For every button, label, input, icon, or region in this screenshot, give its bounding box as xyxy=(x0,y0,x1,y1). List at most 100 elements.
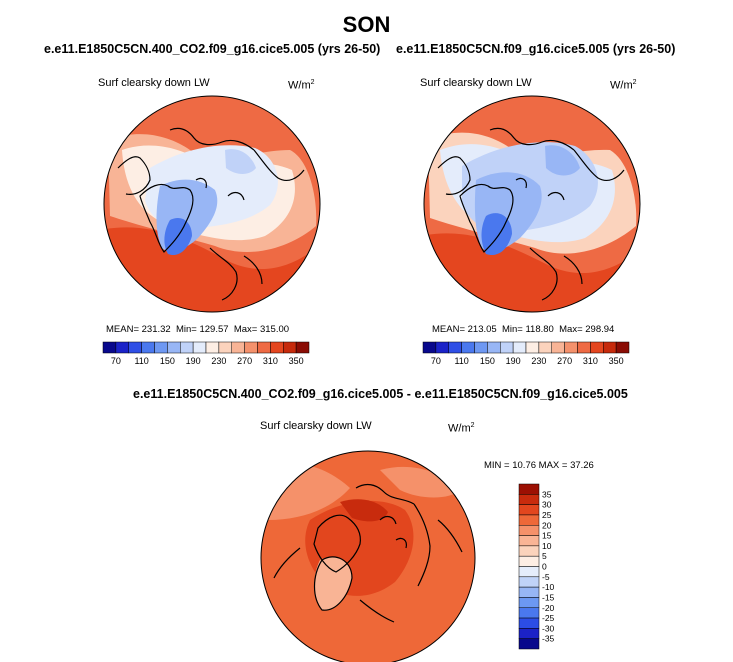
colorbar3-swatch-8 xyxy=(518,566,540,578)
colorbar2-tick-label-0: 70 xyxy=(431,356,441,366)
colorbar2-swatch-5 xyxy=(487,341,501,354)
map2-field-siberia xyxy=(545,145,580,176)
colorbar1-tick-label-5: 270 xyxy=(237,356,252,366)
map3 xyxy=(260,450,476,662)
panel2-title: e.e11.E1850C5CN.f09_g16.cice5.005 (yrs 2… xyxy=(396,42,676,56)
panel3-variable-label: Surf clearsky down LW xyxy=(260,420,372,432)
colorbar3-swatch-2 xyxy=(518,504,540,516)
colorbar-panel2: 70 110 150 190 230 270 310 350 xyxy=(422,341,630,366)
colorbar3-swatch-0 xyxy=(518,483,540,495)
colorbar2-tick-label-6: 310 xyxy=(583,356,598,366)
colorbar3-tick-label-5: 10 xyxy=(542,541,552,551)
colorbar3-tick-label-9: -10 xyxy=(542,582,555,592)
colorbar3-swatch-1 xyxy=(518,494,540,505)
panel3-units-label: W/m2 xyxy=(448,422,475,435)
map2-field-south xyxy=(424,233,640,312)
map2-field-greenland xyxy=(481,213,512,256)
colorbar1-swatch-4 xyxy=(154,341,168,354)
panel2-max: Max= 298.94 xyxy=(559,324,615,335)
colorbar3-tick-label-4: 15 xyxy=(542,531,552,541)
colorbar2-swatch-3 xyxy=(461,341,475,354)
colorbar1-swatch-12 xyxy=(257,341,271,354)
colorbar1-swatch-15 xyxy=(295,341,310,354)
colorbar3-tick-label-7: 0 xyxy=(542,562,547,572)
map2 xyxy=(423,95,641,313)
colorbar2-tick-label-1: 110 xyxy=(454,356,468,366)
colorbar2-swatch-4 xyxy=(474,341,488,354)
panel2-min: Min= 118.80 xyxy=(501,324,554,335)
colorbar1-swatch-2 xyxy=(128,341,142,354)
colorbar2-swatch-2 xyxy=(448,341,462,354)
colorbar3-swatch-15 xyxy=(518,638,540,650)
colorbar3-swatch-12 xyxy=(518,607,540,619)
colorbar1-tick-label-3: 190 xyxy=(186,356,201,366)
colorbar2-swatch-10 xyxy=(551,341,565,354)
colorbar2-swatch-7 xyxy=(512,341,527,354)
map1 xyxy=(103,95,321,313)
colorbar2-swatch-12 xyxy=(577,341,591,354)
colorbar1-swatch-13 xyxy=(270,341,284,354)
colorbar3-swatch-3 xyxy=(518,514,540,526)
colorbar3-tick-label-0: 35 xyxy=(542,489,552,499)
colorbar1-swatch-0 xyxy=(102,341,117,354)
colorbar3-swatch-14 xyxy=(518,628,540,639)
colorbar3-tick-label-8: -5 xyxy=(542,572,550,582)
panel1-mean: MEAN= 231.32 xyxy=(106,324,171,335)
colorbar2-swatch-8 xyxy=(525,341,540,354)
map3-field-greenland xyxy=(314,556,352,611)
colorbar3-tick-label-10: -15 xyxy=(542,592,555,602)
panel1-max: Max= 315.00 xyxy=(233,324,290,335)
map2-frame xyxy=(423,95,641,313)
colorbar3-tick-label-2: 25 xyxy=(542,510,552,520)
colorbar1-tick-label-4: 230 xyxy=(211,356,226,366)
colorbar2-swatch-14 xyxy=(603,341,617,354)
colorbar3-swatch-13 xyxy=(518,617,540,629)
colorbar3-tick-label-6: 5 xyxy=(542,551,547,561)
map2-coastlines xyxy=(437,127,625,301)
colorbar-panel1: 70 110 150 190 230 270 310 350 xyxy=(102,341,310,366)
colorbar3-swatch-7 xyxy=(518,555,540,567)
colorbar1-swatch-6 xyxy=(180,341,194,354)
colorbar3-swatch-11 xyxy=(518,597,540,608)
colorbar2-swatch-1 xyxy=(435,341,449,354)
colorbar3-tick-label-13: -30 xyxy=(542,623,555,633)
colorbar3-tick-label-14: -35 xyxy=(542,634,555,644)
colorbar1-swatch-3 xyxy=(141,341,155,354)
colorbar2-tick-label-2: 150 xyxy=(480,356,495,366)
colorbar1-swatch-14 xyxy=(283,341,297,354)
panel3-title: e.e11.E1850C5CN.400_CO2.f09_g16.cice5.00… xyxy=(133,387,628,401)
panel2-mean: MEAN= 213.05 xyxy=(432,324,497,335)
colorbar2-swatch-13 xyxy=(590,341,604,354)
map3-field-siberia xyxy=(380,466,460,498)
colorbar3-tick-label-1: 30 xyxy=(542,500,552,510)
colorbar3-swatch-6 xyxy=(518,545,540,557)
colorbar2-swatch-9 xyxy=(538,341,552,354)
colorbar2-swatch-15 xyxy=(615,341,630,354)
panel1-stats: MEAN= 231.32 Min= 129.57 Max= 315.00 xyxy=(106,324,289,335)
panel2-stats: MEAN= 213.05 Min= 118.80 Max= 298.94 xyxy=(432,324,614,335)
colorbar2-tick-label-5: 270 xyxy=(557,356,572,366)
colorbar1-swatch-1 xyxy=(115,341,129,354)
panel1-units-label: W/m2 xyxy=(288,79,315,92)
colorbar2-swatch-6 xyxy=(500,341,514,354)
colorbar1-tick-label-0: 70 xyxy=(111,356,121,366)
colorbar1-tick-label-1: 110 xyxy=(134,356,148,366)
colorbar1-swatch-5 xyxy=(167,341,181,354)
map3-field-arctic-hot xyxy=(340,499,388,522)
colorbar3-swatch-9 xyxy=(518,576,540,588)
panel1-min: Min= 129.57 xyxy=(175,324,229,335)
map1-field-south xyxy=(104,227,320,312)
colorbar1-swatch-9 xyxy=(218,341,232,354)
colorbar2-tick-label-3: 190 xyxy=(506,356,521,366)
map3-coastlines xyxy=(273,483,463,623)
panel2-units-label: W/m2 xyxy=(610,79,637,92)
panel1-variable-label: Surf clearsky down LW xyxy=(98,77,210,89)
panel1-title: e.e11.E1850C5CN.400_CO2.f09_g16.cice5.00… xyxy=(44,42,381,56)
colorbar1-tick-label-2: 150 xyxy=(160,356,175,366)
map1-coastlines xyxy=(117,127,305,301)
colorbar3-tick-label-3: 20 xyxy=(542,520,552,530)
colorbar1-swatch-7 xyxy=(192,341,207,354)
colorbar2-tick-label-7: 350 xyxy=(609,356,624,366)
